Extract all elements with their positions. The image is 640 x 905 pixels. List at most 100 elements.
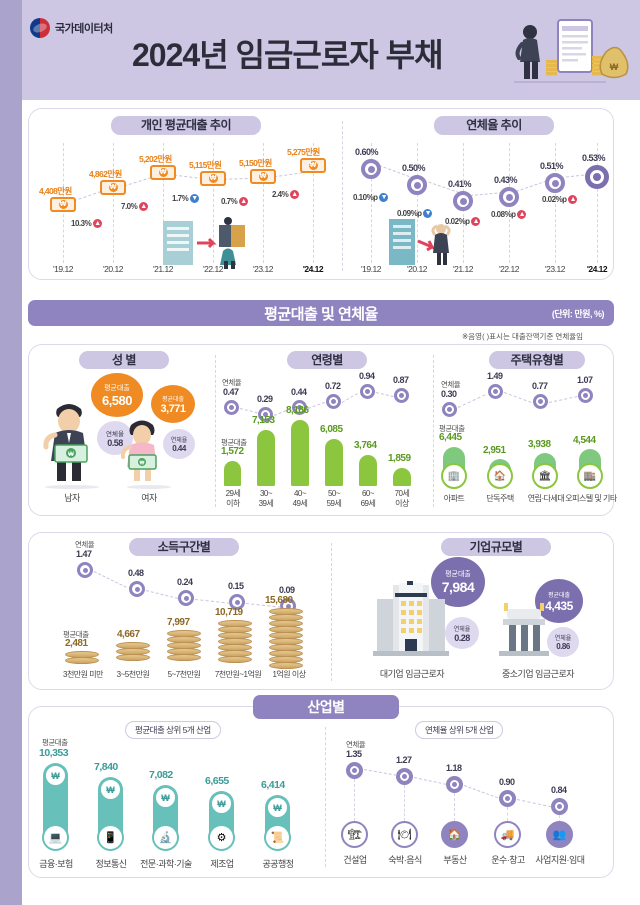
income-chart: 연체율 1.47 0.48 0.24 0.15 0.09 평균대출 2,481 … xyxy=(29,533,331,691)
rate-marker xyxy=(407,175,427,195)
industry-rate-value: 1.18 xyxy=(446,763,462,773)
male-rate-value: 0.58 xyxy=(107,438,123,448)
small-loan-value: 4,435 xyxy=(545,598,573,613)
rate-marker xyxy=(499,790,516,807)
industry-loan-label: 전문·과학·기술 xyxy=(140,859,192,869)
housing-rate: 0.77 xyxy=(532,381,548,391)
loan-value: 4,862만원 xyxy=(89,169,122,179)
female-loan-bubble: 평균대출 3,771 xyxy=(151,385,195,423)
income-loan: 10,719 xyxy=(215,607,243,618)
gender-chart: 평균대출 6,580 연체율 0.58 ₩ 남자 xyxy=(29,345,215,517)
rate-caption: 연체율 xyxy=(222,378,242,387)
industry-rate-label: 부동산 xyxy=(443,855,467,865)
age-chart: 연체율 0.47 0.29 0.44 0.72 0.94 0.87 평균대출 1… xyxy=(219,345,433,517)
won-badge-icon: ₩ xyxy=(101,780,120,799)
industry-loan-value: 6,414 xyxy=(261,779,285,791)
rate-marker xyxy=(394,388,409,403)
rate-marker xyxy=(77,562,93,578)
bill-icon: ₩ xyxy=(150,165,176,180)
rate-change: 0.02%p xyxy=(445,217,470,226)
housing-label: 아파트 xyxy=(443,494,465,503)
rate-caption: 연체율 xyxy=(453,626,471,633)
age-label: 70세 이상 xyxy=(394,489,410,508)
age-loan: 3,764 xyxy=(354,440,377,451)
loan-value: 5,202만원 xyxy=(139,154,172,164)
income-title: 소득구간별 xyxy=(129,538,239,556)
age-loan: 1,859 xyxy=(388,453,411,464)
loan-caption: 평균대출 xyxy=(104,384,130,392)
income-loan: 2,481 xyxy=(65,638,88,649)
realestate-icon: 🏠 xyxy=(441,821,468,848)
hero-illustration: ₩ xyxy=(514,19,629,83)
income-rate: 0.48 xyxy=(128,568,144,578)
industry-rate-value: 1.35 xyxy=(346,749,362,759)
rate-value: 0.53% xyxy=(582,153,606,163)
rate-marker xyxy=(292,400,307,415)
axis-label: '20.12 xyxy=(407,264,427,274)
housing-label: 오피스텔 및 기타 xyxy=(565,494,617,503)
bill-icon: ₩ xyxy=(100,180,126,195)
age-label: 50~ 59세 xyxy=(326,489,342,508)
housing-chart: 연체율 0.30 1.49 0.77 1.07 평균대출 6,445 🏢 2,9… xyxy=(437,345,617,517)
rate-marker xyxy=(551,798,568,815)
building-person-illustration xyxy=(389,219,451,265)
gender-title: 성 별 xyxy=(79,351,169,369)
loan-caption: 평균대출 xyxy=(63,630,89,639)
axis-label: '20.12 xyxy=(103,264,123,274)
axis-label: '21.12 xyxy=(453,264,473,274)
housing-loan: 6,445 xyxy=(439,432,462,443)
age-loan: 8,186 xyxy=(286,405,309,416)
rate-marker xyxy=(533,394,548,409)
industry-rate-value: 1.27 xyxy=(396,755,412,765)
income-label: 3~5천만원 xyxy=(116,670,150,679)
industry-title: 산업별 xyxy=(307,699,345,715)
rate-caption: 연체율 xyxy=(170,438,188,444)
male-loan-bubble: 평균대출 6,580 xyxy=(91,373,143,417)
row2-card: 소득구간별 연체율 1.47 0.48 0.24 0.15 0.09 평균대출 … xyxy=(28,532,614,690)
agency-logo: 국가데이터처 xyxy=(30,18,113,38)
loan-trend-title: 개인 평균대출 추이 xyxy=(111,116,261,135)
rate-marker xyxy=(585,165,609,189)
axis-label: '24.12 xyxy=(302,264,324,274)
construction-icon: 🏗 xyxy=(341,821,368,848)
page-title: 2024년 임금근로자 부채 xyxy=(132,37,443,73)
male-loan-value: 6,580 xyxy=(101,392,133,408)
age-loan: 6,085 xyxy=(320,424,343,435)
housing-loan: 2,951 xyxy=(483,445,506,456)
housing-title: 주택유형별 xyxy=(489,351,585,369)
rate-marker xyxy=(453,191,473,211)
rate-marker xyxy=(129,581,145,597)
gender-label: 여자 xyxy=(141,493,157,503)
won-badge-icon: ₩ xyxy=(156,788,175,807)
arrow-up-icon: ▲ xyxy=(289,190,299,200)
won-badge-icon: ₩ xyxy=(268,798,287,817)
income-label: 7천만원~1억원 xyxy=(214,670,262,679)
industry-loan-label: 정보통신 xyxy=(95,859,127,869)
housing-rate: 1.49 xyxy=(487,371,503,381)
age-label: 60~ 69세 xyxy=(360,489,376,508)
rate-marker xyxy=(178,590,194,606)
industry-loan-value: 10,353 xyxy=(39,747,69,759)
admin-icon: 📜 xyxy=(264,824,291,851)
small-rate-bubble: 연체율 0.86 xyxy=(547,627,579,657)
male-figure-icon: ₩ xyxy=(43,404,88,481)
industry-loan-tag: 평균대출 상위 5개 산업 xyxy=(125,721,221,739)
rate-marker xyxy=(488,384,503,399)
loan-change: 7.0% xyxy=(121,202,138,211)
rate-marker xyxy=(545,173,565,193)
age-rate: 0.94 xyxy=(359,371,375,381)
rate-marker xyxy=(346,762,363,779)
loan-caption: 평균대출 xyxy=(42,738,68,747)
industry-loan-label: 공공행정 xyxy=(262,859,294,869)
industry-rate-label: 숙박·음식 xyxy=(388,855,422,865)
age-label: 30~ 39세 xyxy=(258,489,274,508)
rate-change: 0.08%p xyxy=(491,210,516,219)
income-label: 1억원 이상 xyxy=(272,670,306,679)
female-figure-icon: ₩ xyxy=(121,420,157,481)
rental-icon: 👥 xyxy=(546,821,573,848)
rate-caption: 연체율 xyxy=(554,636,572,642)
rate-marker xyxy=(499,187,519,207)
rate-marker xyxy=(360,384,375,399)
female-rate-bubble: 연체율 0.44 xyxy=(163,429,195,459)
arrow-up-icon: ▲ xyxy=(517,210,527,220)
